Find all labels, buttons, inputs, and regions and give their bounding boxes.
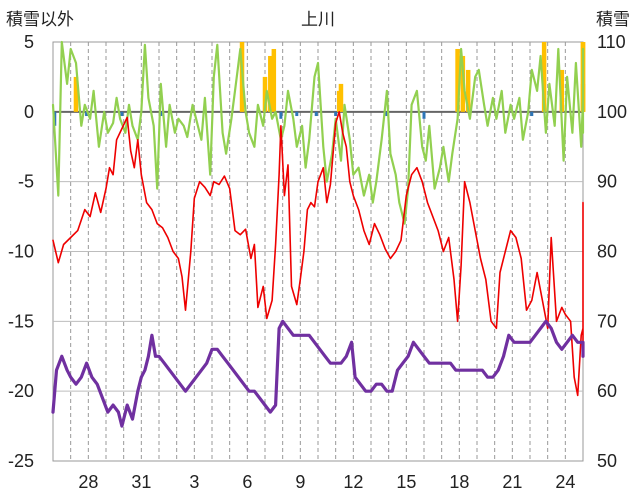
precip-rain-bar	[422, 111, 426, 119]
y-left-tick-label: -20	[8, 381, 34, 401]
precip-snow-bar	[455, 48, 460, 112]
precip-rain-bar	[334, 111, 338, 117]
precip-snow-bar	[465, 69, 471, 112]
precip-snow-bar	[271, 48, 277, 112]
precip-snow-bar	[262, 76, 268, 112]
y-right-tick-label: 60	[597, 381, 617, 401]
precip-rain-bar	[279, 111, 283, 119]
precip-snow-bar	[268, 55, 273, 112]
y-left-tick-label: 5	[24, 32, 34, 52]
precip-rain-bar	[385, 111, 389, 117]
y-left-tick-label: -5	[18, 172, 34, 192]
series-lines	[51, 40, 585, 428]
precip-snow-bar	[460, 55, 466, 112]
y-left-tick-label: -10	[8, 242, 34, 262]
y-right-tick-label: 50	[597, 451, 617, 471]
x-tick-label: 18	[449, 472, 469, 492]
x-tick-label: 24	[555, 472, 575, 492]
precip-snow-bar	[559, 69, 565, 112]
precip-snow-bar	[73, 76, 79, 112]
x-tick-label: 3	[189, 472, 199, 492]
x-tick-label: 9	[295, 472, 305, 492]
y-right-tick-label: 110	[597, 32, 626, 52]
y-right-tick-label: 70	[597, 311, 617, 331]
x-tick-label: 15	[396, 472, 416, 492]
right-axis-label: 積雪	[596, 10, 630, 30]
x-tick-label: 6	[242, 472, 252, 492]
y-right-tick-label: 80	[597, 242, 617, 262]
wind-line	[51, 40, 585, 225]
precip-rain-bar	[530, 111, 534, 117]
precip-rain-bar	[314, 111, 318, 117]
precip-rain-bar	[295, 111, 299, 117]
snow-depth-line	[51, 319, 585, 428]
y-left-tick-label: -15	[8, 311, 34, 331]
x-tick-label: 31	[131, 472, 151, 492]
x-tick-label: 28	[78, 472, 98, 492]
y-left-tick-label: 0	[24, 102, 34, 122]
precip-rain-bar	[85, 111, 89, 117]
y-right-tick-label: 100	[597, 102, 627, 122]
left-axis-label: 積雪以外	[6, 10, 74, 30]
x-tick-label: 21	[502, 472, 522, 492]
precip-snow-bar	[338, 83, 344, 112]
temperature-line	[52, 111, 584, 397]
chart-title: 上川	[301, 10, 335, 30]
y-right-tick-label: 90	[597, 172, 617, 192]
y-left-tick-label: -25	[8, 451, 34, 471]
x-tick-label: 12	[343, 472, 363, 492]
precip-rain-bar	[120, 111, 124, 117]
precip-snow-bar	[541, 42, 547, 112]
